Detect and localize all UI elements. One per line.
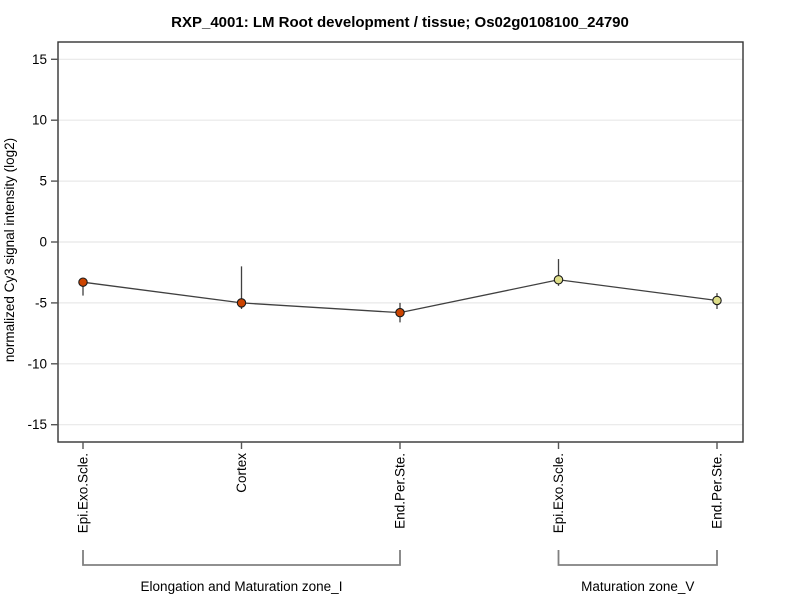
chart-render-layer: -15 -10 -5 0 5 10 15 Epi.Exo.Scle. Cortex End.Per… bbox=[27, 41, 744, 594]
x-tick-label: End.Per.Ste. bbox=[393, 453, 408, 529]
data-point bbox=[395, 307, 405, 318]
y-tick-label: 0 bbox=[39, 235, 47, 250]
group-bracket bbox=[82, 550, 401, 566]
data-point bbox=[553, 275, 564, 285]
group-label: Elongation and Maturation zone_I bbox=[141, 579, 343, 594]
data-point bbox=[712, 295, 722, 306]
x-tick-label: Epi.Exo.Scle. bbox=[76, 453, 91, 533]
y-tick-label: -15 bbox=[27, 417, 47, 432]
chart-title: RXP_4001: LM Root development / tissue; … bbox=[171, 14, 629, 31]
y-tick-label: -5 bbox=[35, 295, 47, 310]
x-tick-label: End.Per.Ste. bbox=[710, 453, 725, 529]
y-tick-label: 10 bbox=[32, 113, 47, 128]
y-tick-label: -10 bbox=[27, 356, 47, 371]
y-tick-label: 5 bbox=[39, 174, 47, 189]
data-point bbox=[78, 277, 88, 287]
x-tick-label: Epi.Exo.Scle. bbox=[551, 453, 566, 533]
x-tick-label: Cortex bbox=[234, 453, 249, 493]
group-label: Maturation zone_V bbox=[581, 579, 694, 594]
data-point bbox=[236, 298, 247, 308]
y-axis-label: normalized Cy3 signal intensity (log2) bbox=[2, 138, 17, 362]
y-tick-label: 15 bbox=[32, 52, 47, 67]
group-bracket bbox=[557, 550, 718, 566]
